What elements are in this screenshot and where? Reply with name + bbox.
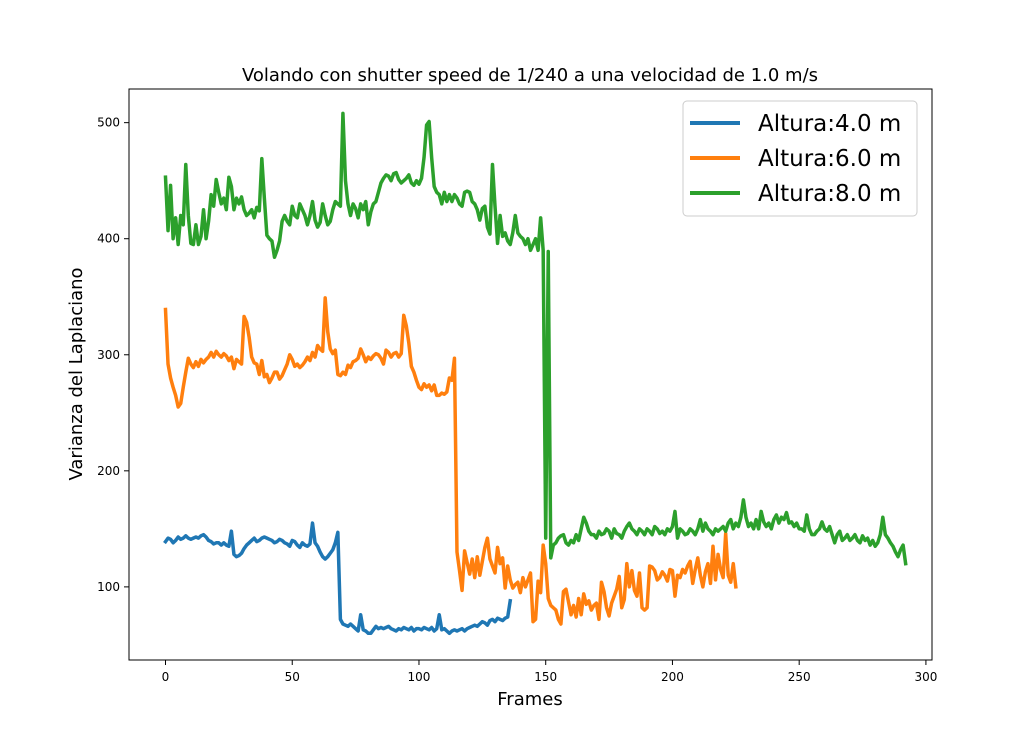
x-tick-label: 250 (788, 670, 811, 684)
x-tick-label: 200 (661, 670, 684, 684)
series-line-1 (163, 521, 513, 636)
y-axis: 100 200 300 400 500 (97, 116, 129, 594)
series-layer (163, 111, 908, 636)
plot-frame (128, 88, 933, 661)
legend: Altura:4.0 m Altura:6.0 m Altura:8.0 m (682, 100, 918, 217)
y-tick-label: 100 (97, 580, 120, 594)
legend-label-1: Altura:4.0 m (758, 111, 901, 137)
x-tick-label: 100 (408, 670, 431, 684)
chart-title: Volando con shutter speed de 1/240 a una… (242, 65, 818, 86)
x-axis: 0 50 100 150 200 250 300 (162, 660, 937, 684)
series-line-3 (163, 111, 908, 566)
x-axis-label: Frames (497, 689, 562, 710)
y-tick-label: 200 (97, 464, 120, 478)
x-tick-label: 300 (914, 670, 937, 684)
y-tick-label: 500 (97, 116, 120, 130)
y-tick-label: 300 (97, 348, 120, 362)
x-tick-label: 0 (162, 670, 170, 684)
series-line-2 (163, 296, 738, 626)
legend-label-3: Altura:8.0 m (758, 181, 901, 207)
x-tick-label: 150 (534, 670, 557, 684)
y-tick-label: 400 (97, 232, 120, 246)
legend-frame (682, 100, 918, 217)
y-axis-label: Varianza del Laplaciano (66, 267, 87, 480)
x-tick-label: 50 (285, 670, 300, 684)
legend-label-2: Altura:6.0 m (758, 146, 901, 172)
